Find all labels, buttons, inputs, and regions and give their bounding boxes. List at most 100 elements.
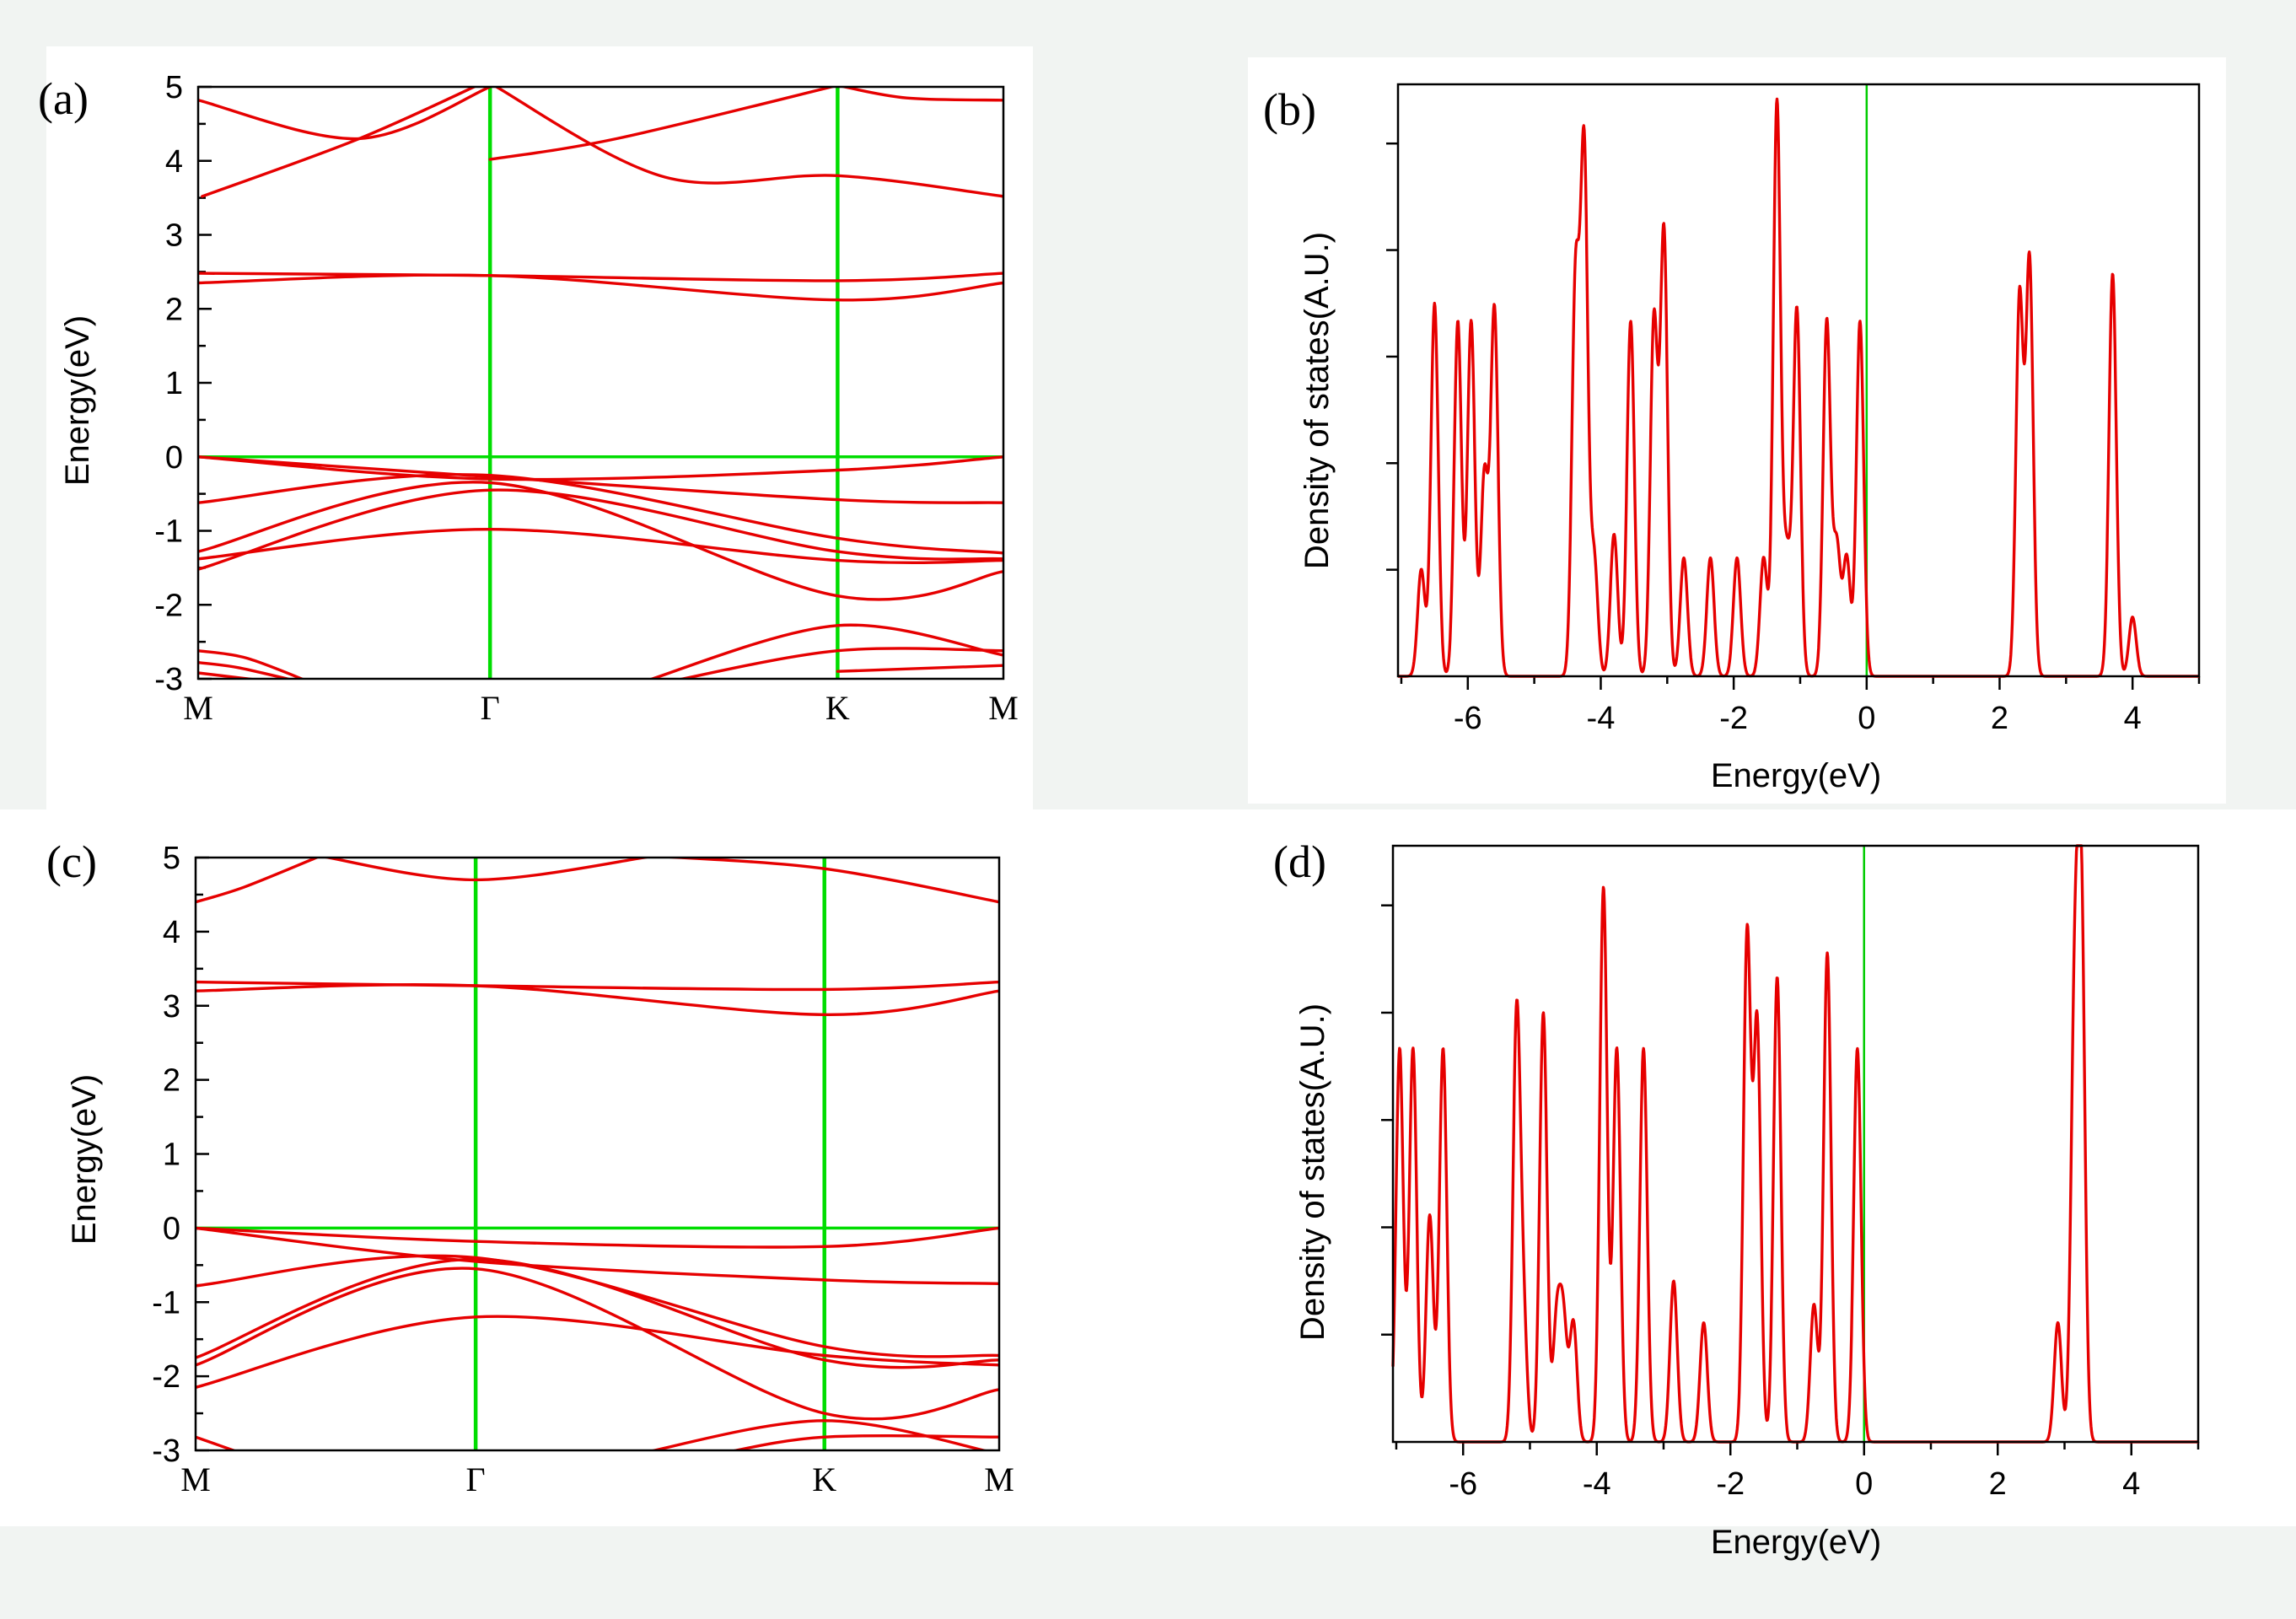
band-curves [198, 87, 1003, 679]
panel-b-ylabel: Density of states(A.U.) [1299, 232, 1336, 569]
panel-b-xlabel: Energy(eV) [1711, 757, 1881, 794]
panel-c-bands [196, 858, 999, 1450]
y-tick-label: 2 [165, 292, 183, 327]
panel-a-ylabel: Energy(eV) [59, 315, 96, 486]
panel-d-dos: (d) Density of states(A.U.) Energy(eV) -… [1273, 836, 2200, 1561]
x-tick-label: -6 [1449, 1466, 1477, 1502]
panel-c-ylabel: Energy(eV) [66, 1074, 103, 1245]
panel-c-y-ticks: 5 4 3 2 1 0 -1 -2 -3 [152, 841, 209, 1469]
band-c18 [676, 647, 1003, 679]
panel-d-xlabel: Energy(eV) [1711, 1524, 1881, 1561]
panel-d-ylabel: Density of states(A.U.) [1294, 1003, 1331, 1341]
band-d6 [196, 1226, 999, 1249]
y-tick-label: 4 [163, 915, 180, 950]
band-d1 [196, 858, 320, 904]
band-d11 [196, 1315, 999, 1389]
band-c19 [836, 664, 1003, 673]
k-point-label: K [812, 1460, 836, 1498]
band-c2 [201, 87, 478, 198]
band-curves [196, 858, 999, 1450]
panel-a-bands [198, 87, 1003, 679]
panel-a-background [46, 46, 1033, 810]
band-d2 [320, 858, 653, 882]
y-tick-label: -1 [152, 1285, 180, 1320]
panel-b-dos: (b) Density of states(A.U.) Energy(eV) -… [1263, 83, 2201, 794]
band-c7 [198, 273, 1003, 302]
panel-b-background [1248, 57, 2226, 804]
k-point-label: M [183, 689, 213, 727]
panel-c-guides [196, 858, 999, 1450]
band-d7 [196, 1226, 999, 1285]
band-d10 [196, 1267, 999, 1421]
band-c12 [198, 527, 1003, 565]
panel-b-frame [1396, 83, 2201, 678]
band-c5 [837, 87, 1003, 102]
band-c17 [648, 623, 1003, 679]
panel-c-frame [194, 856, 1001, 1452]
y-tick-label: -2 [152, 1359, 180, 1395]
panel-c-band-structure: (c) Energy(eV) 5 4 3 2 1 0 -1 -2 -3 M Γ K M [46, 836, 1014, 1498]
y-tick-label: -2 [154, 588, 183, 623]
panel-a-frame [196, 85, 1005, 680]
y-tick-label: -1 [154, 514, 183, 550]
panel-label-d: (d) [1273, 836, 1326, 887]
band-c13 [198, 488, 1003, 571]
band-c11 [198, 481, 1003, 601]
k-point-label: K [825, 689, 850, 727]
y-tick-label: 5 [165, 70, 183, 105]
band-d4 [196, 980, 999, 992]
y-tick-label: 2 [163, 1063, 180, 1099]
panel-b-ticks: -6 -4 -2 0 2 4 [1386, 142, 2201, 736]
panel-a-band-structure: (a) Energy(eV) 5 4 3 2 1 0 -1 -2 -3 M Γ K M [38, 70, 1019, 727]
x-tick-label: 4 [2122, 1466, 2140, 1502]
x-tick-label: 0 [1855, 1466, 1873, 1502]
y-tick-label: 0 [165, 440, 183, 476]
k-point-label: M [988, 689, 1019, 727]
y-tick-label: 0 [163, 1211, 180, 1246]
y-tick-label: 5 [163, 841, 180, 876]
y-tick-label: 3 [165, 218, 183, 254]
panel-a-y-ticks: 5 4 3 2 1 0 -1 -2 -3 [154, 70, 212, 697]
band-c8 [198, 455, 1003, 481]
band-c6 [198, 272, 1003, 282]
k-point-label: Γ [481, 689, 500, 727]
k-point-label: M [180, 1460, 211, 1498]
x-tick-label: -4 [1587, 701, 1616, 736]
band-d13 [648, 1419, 990, 1450]
band-c9 [198, 455, 1003, 504]
band-d5 [196, 983, 999, 1017]
band-d12 [196, 1435, 238, 1450]
lower-panels-background [0, 810, 2296, 1526]
y-tick-label: 1 [163, 1138, 180, 1173]
x-tick-label: 2 [1989, 1466, 2007, 1502]
y-tick-label: -3 [154, 662, 183, 697]
x-tick-label: -4 [1583, 1466, 1611, 1502]
band-c16 [198, 671, 260, 679]
x-tick-label: 4 [2124, 701, 2142, 736]
y-tick-label: 3 [163, 989, 180, 1025]
band-d14 [729, 1433, 999, 1450]
band-d8 [196, 1254, 999, 1358]
band-c14 [198, 649, 306, 679]
y-tick-label: 1 [165, 366, 183, 401]
x-tick-label: 2 [1991, 701, 2008, 736]
x-tick-label: -2 [1719, 701, 1748, 736]
panel-label-b: (b) [1263, 84, 1316, 135]
panel-label-c: (c) [46, 836, 97, 887]
band-d9 [196, 1257, 999, 1369]
y-tick-label: -3 [152, 1433, 180, 1469]
panel-a-guides [198, 87, 1003, 679]
x-tick-label: 0 [1858, 701, 1875, 736]
x-tick-label: -2 [1716, 1466, 1745, 1502]
k-point-label: Γ [466, 1460, 486, 1498]
y-tick-label: 4 [165, 144, 183, 180]
band-c15 [198, 661, 293, 679]
band-c10 [198, 473, 1003, 555]
band-c3 [488, 87, 838, 161]
panel-label-a: (a) [38, 73, 89, 124]
panel-d-frame [1391, 844, 2200, 1444]
panel-d-ticks: -6 -4 -2 0 2 4 [1381, 904, 2200, 1502]
